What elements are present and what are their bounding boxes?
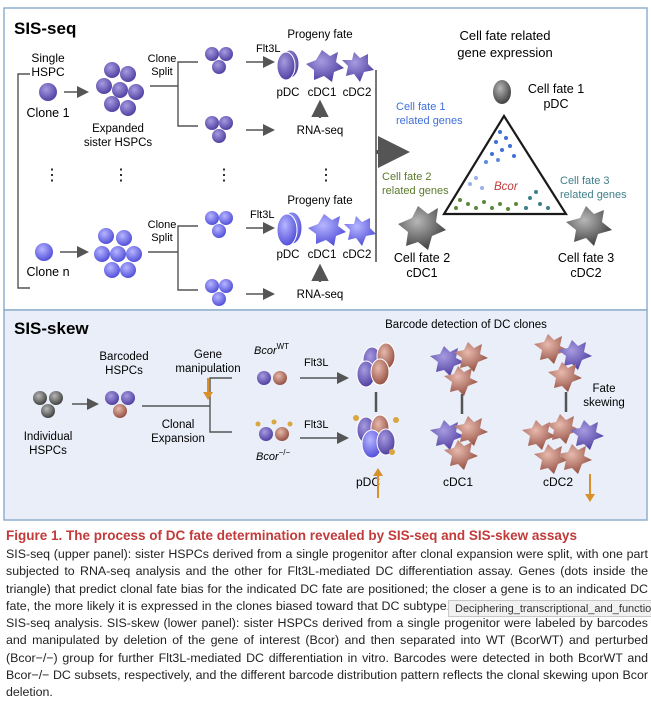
split-branch-n bbox=[148, 225, 198, 291]
barcoded-label: Barcoded bbox=[99, 351, 148, 363]
related-genes-1: Cell fate 1 bbox=[396, 101, 446, 113]
gene-manipulation-label-b: manipulation bbox=[175, 363, 240, 375]
cell-fate-1-label: Cell fate 1 bbox=[528, 82, 584, 96]
cdc2-label-skew: cDC2 bbox=[543, 475, 573, 489]
ellipsis-4: ⋮ bbox=[318, 167, 334, 184]
flt3l-label-n: Flt3L bbox=[250, 209, 274, 221]
split-branch-1 bbox=[150, 61, 198, 127]
flt3l-ko-label: Flt3L bbox=[304, 419, 328, 431]
clone-1-label: Clone 1 bbox=[26, 106, 69, 120]
cdc1-label-n: cDC1 bbox=[308, 249, 337, 261]
related-genes-2b: related genes bbox=[382, 185, 449, 197]
gene-manipulation-label: Gene bbox=[194, 349, 222, 361]
sis-seq-title: SIS-seq bbox=[14, 19, 76, 38]
single-hspc-cell bbox=[39, 83, 57, 101]
fate-skewing-label-b: skewing bbox=[583, 397, 625, 409]
ellipsis-1: ⋮ bbox=[44, 167, 60, 184]
single-hspc-label-2: HSPC bbox=[31, 65, 65, 79]
clone-split-1b: Split bbox=[151, 66, 172, 78]
bcor-gene-label: Bcor bbox=[494, 181, 519, 193]
progeny-fate-1: Progeny fate bbox=[287, 29, 352, 41]
individual-label-b: HSPCs bbox=[29, 445, 67, 457]
barcode-detection-title: Barcode detection of DC clones bbox=[385, 319, 547, 331]
cdc1-label-1: cDC1 bbox=[308, 87, 337, 99]
fate-skewing-label: Fate bbox=[592, 383, 615, 395]
bcor-wt-cells bbox=[257, 371, 287, 385]
clone-n-row: Clone n Clone Split Flt3L Progeny fate p… bbox=[26, 195, 376, 306]
pdc-cluster-wt bbox=[356, 342, 396, 388]
cell-fate-3-label: Cell fate 3 bbox=[558, 251, 614, 265]
pdc-cluster-ko bbox=[353, 414, 399, 459]
cell-fate-1-label-b: pDC bbox=[543, 97, 568, 111]
clonal-expansion-label: Clonal bbox=[162, 419, 195, 431]
progeny-fate-n: Progeny fate bbox=[287, 195, 352, 207]
figure-caption-body: SIS-seq (upper panel): sister HSPCs deri… bbox=[6, 547, 648, 700]
ellipsis-3: ⋮ bbox=[216, 167, 232, 184]
related-genes-2: Cell fate 2 bbox=[382, 171, 432, 183]
rnaseq-label-1: RNA-seq bbox=[297, 125, 344, 137]
cdc1-label-skew: cDC1 bbox=[443, 475, 473, 489]
bcor-wt-sup: WT bbox=[277, 342, 290, 351]
cdc2-down-arrowhead bbox=[585, 494, 595, 502]
fate-3-cell bbox=[566, 206, 612, 246]
progeny-cells-n bbox=[276, 211, 376, 247]
pdc-label-n: pDC bbox=[276, 249, 299, 261]
related-genes-3b: related genes bbox=[560, 189, 627, 201]
cdc1-cluster bbox=[430, 342, 488, 470]
pdc-label-1: pDC bbox=[276, 87, 299, 99]
split-cells-top-1 bbox=[205, 47, 233, 74]
cell-fate-2-label: Cell fate 2 bbox=[394, 251, 450, 265]
cell-fate-2-label-b: cDC1 bbox=[406, 266, 437, 280]
gene-dots bbox=[454, 130, 550, 211]
manipulation-arrowhead bbox=[203, 392, 213, 400]
progeny-cells-1 bbox=[276, 49, 374, 82]
single-hspc-line1: Single bbox=[31, 51, 65, 65]
expanded-label: Expanded bbox=[92, 123, 144, 135]
flt3l-label-1: Flt3L bbox=[256, 43, 280, 55]
sis-skew-title: SIS-skew bbox=[14, 319, 89, 338]
cell-fate-3-label-b: cDC2 bbox=[570, 266, 601, 280]
pdc-label-skew: pDC bbox=[356, 475, 380, 489]
figure-caption-title: Figure 1. The process of DC fate determi… bbox=[6, 528, 577, 543]
clone-split-n: Clone bbox=[148, 219, 177, 231]
split-cells-top-n bbox=[205, 211, 233, 238]
related-genes-3: Cell fate 3 bbox=[560, 175, 610, 187]
individual-label: Individual bbox=[24, 431, 73, 443]
cdc2-label-1: cDC2 bbox=[343, 87, 372, 99]
left-bracket bbox=[17, 73, 30, 289]
clone-split-1: Clone bbox=[148, 53, 177, 65]
fate-triangle bbox=[442, 113, 568, 216]
individual-hspcs bbox=[33, 391, 63, 418]
expanded-label-2: sister HSPCs bbox=[84, 137, 153, 149]
clone-split-nb: Split bbox=[151, 232, 172, 244]
fate-1-cell bbox=[493, 80, 511, 104]
single-hspc-label: Single bbox=[31, 51, 65, 65]
expanded-cluster-1 bbox=[96, 62, 144, 116]
fate-2-cell bbox=[398, 206, 446, 250]
bcor-ko-sup: −/− bbox=[279, 448, 291, 457]
clonal-expansion-label-b: Expansion bbox=[151, 433, 205, 445]
related-genes-1b: related genes bbox=[396, 115, 463, 127]
barcoded-label-b: HSPCs bbox=[105, 365, 143, 377]
split-cells-bottom-1 bbox=[205, 116, 233, 143]
clone-n-cell bbox=[35, 243, 53, 261]
clone-n-label: Clone n bbox=[26, 265, 69, 279]
figure-1-diagram: SIS-seq SIS-skew Single HSPC Clone 1 Exp… bbox=[3, 7, 648, 521]
cdc2-label-n: cDC2 bbox=[343, 249, 372, 261]
bcor-ko-cells bbox=[255, 419, 293, 441]
barcoded-hspcs bbox=[105, 391, 135, 418]
ellipsis-2: ⋮ bbox=[113, 167, 129, 184]
flt3l-wt-label: Flt3L bbox=[304, 357, 328, 369]
rnaseq-label-n: RNA-seq bbox=[297, 289, 344, 301]
cdc2-cluster bbox=[522, 334, 604, 474]
expanded-cluster-n bbox=[94, 228, 142, 278]
clone-1-row: Single HSPC Clone 1 Expanded sister HSPC… bbox=[26, 29, 374, 149]
filename-tooltip: Deciphering_transcriptional_and_function… bbox=[448, 600, 651, 617]
split-cells-bottom-n bbox=[205, 279, 233, 306]
cell-fate-expression-title-2: gene expression bbox=[457, 45, 552, 60]
cell-fate-expression-title: Cell fate related bbox=[459, 28, 550, 43]
pdc-up-arrowhead bbox=[373, 468, 383, 476]
